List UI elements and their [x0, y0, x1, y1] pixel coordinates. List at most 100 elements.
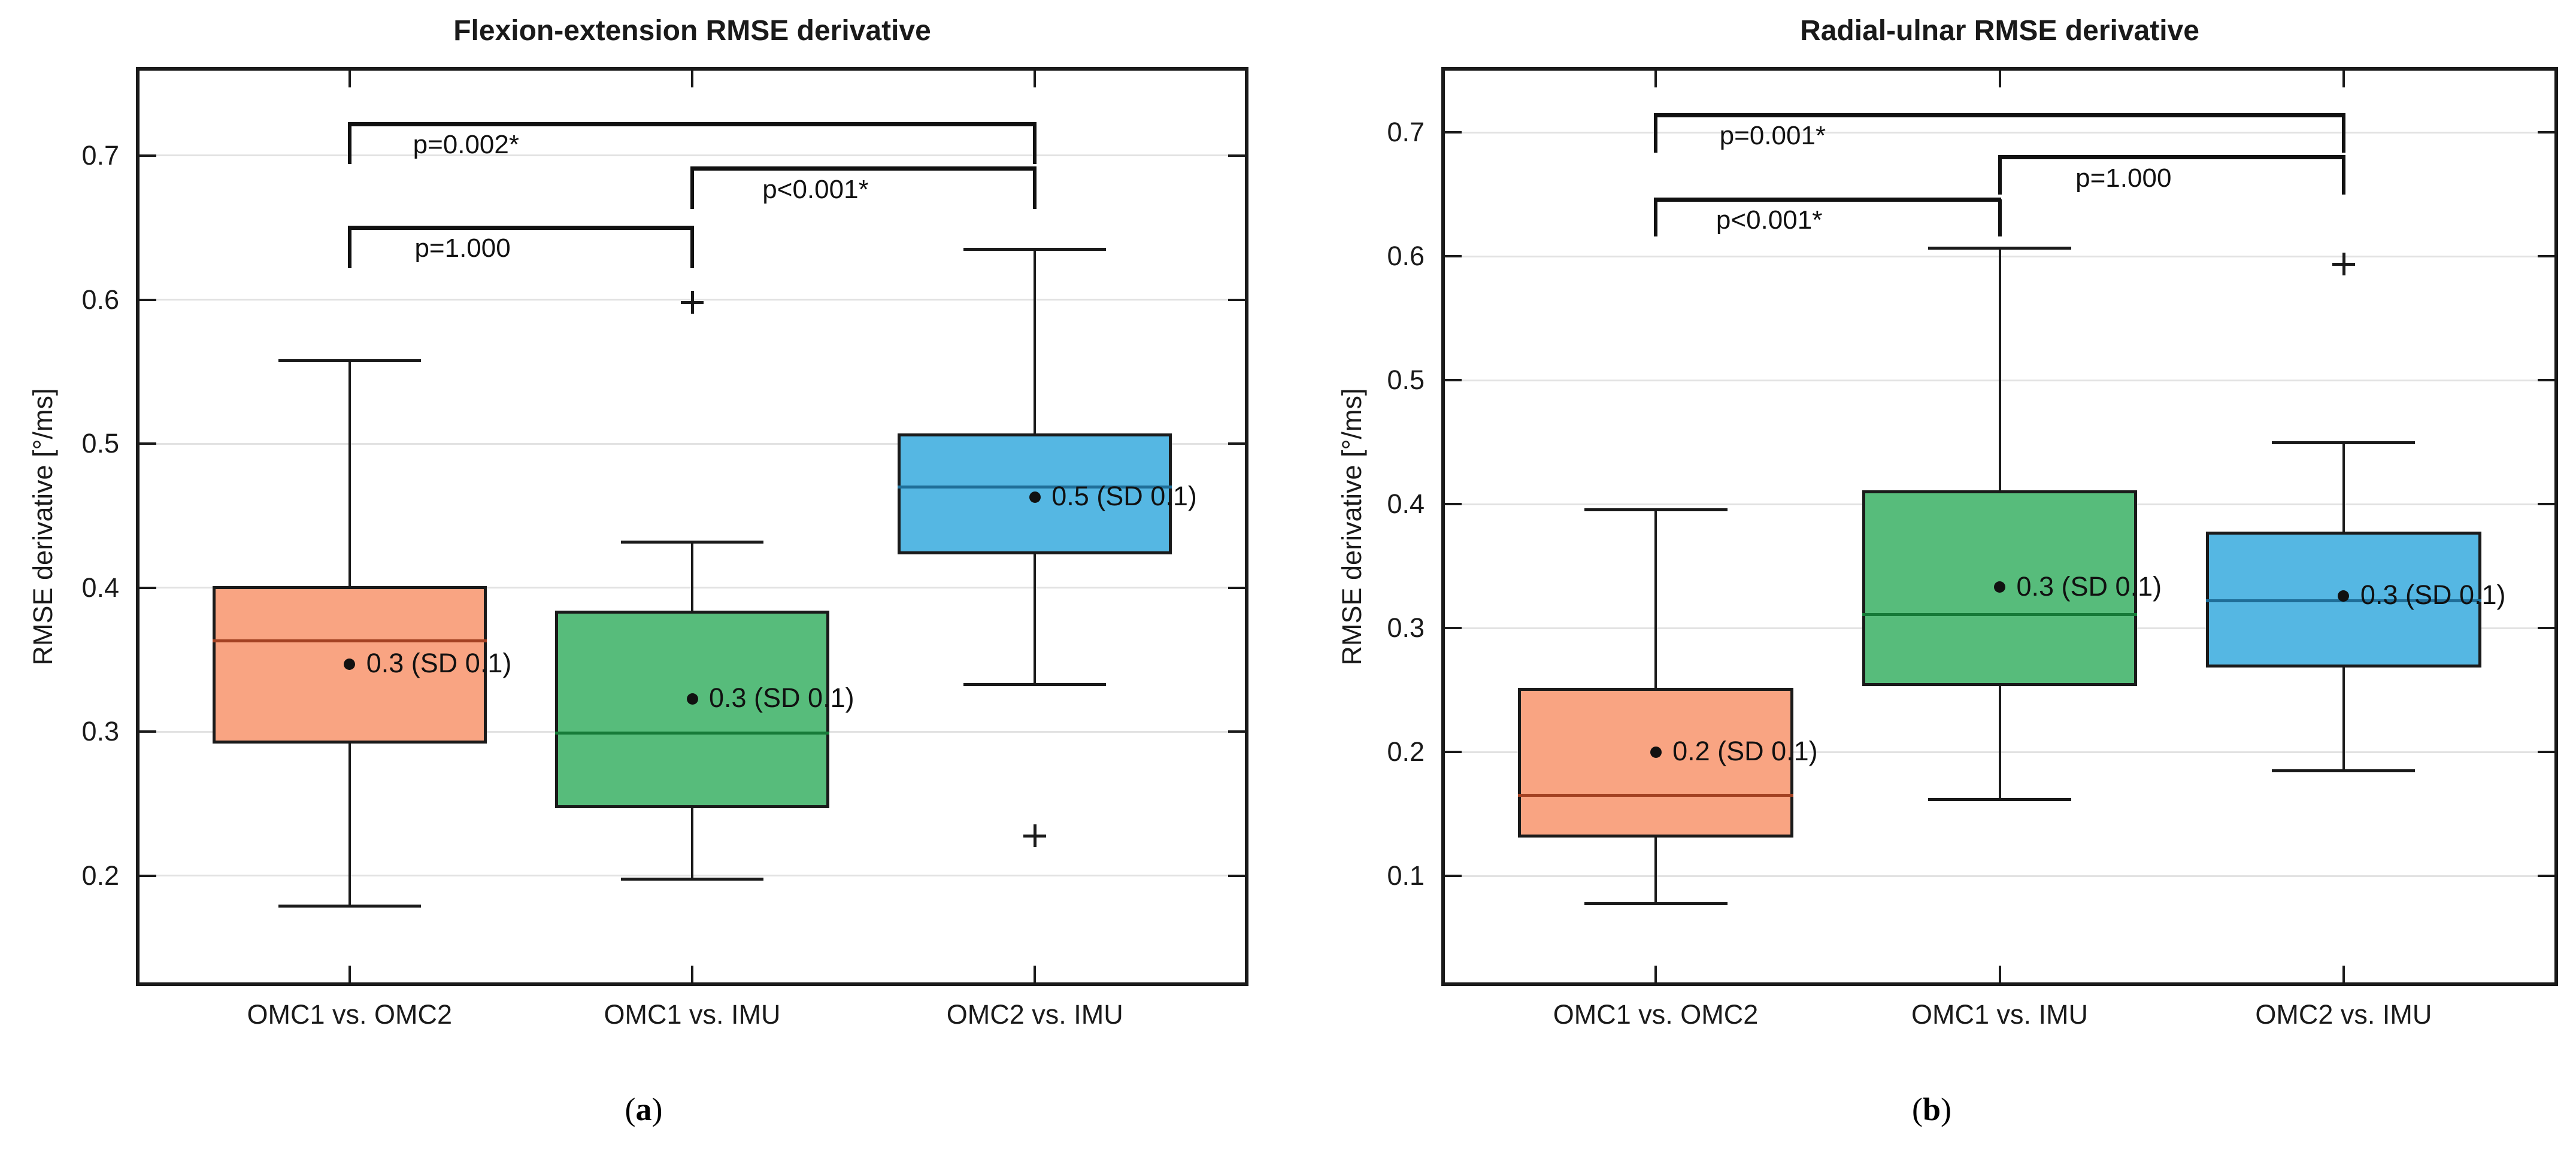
y-tick-left: [1445, 379, 1462, 382]
median-line: [555, 732, 829, 735]
y-tick-left: [140, 874, 156, 877]
bracket-label: p<0.001*: [762, 174, 869, 204]
whisker-cap-high: [963, 248, 1107, 251]
x-tick-top: [2342, 71, 2345, 87]
y-tick-left: [140, 586, 156, 589]
x-tick-label: OMC2 vs. IMU: [946, 999, 1123, 1030]
outlier-marker: [2332, 252, 2355, 275]
gridline: [1445, 875, 2554, 877]
plot-area: 0.3 (SD 0.1) 0.3 (SD 0.1) 0.5 (SD 0.1) p=0.…: [136, 67, 1248, 986]
x-tick-bottom: [2342, 966, 2345, 982]
x-tick-label: OMC1 vs. OMC2: [1553, 999, 1759, 1030]
x-tick-label: OMC1 vs. IMU: [1911, 999, 2088, 1030]
bracket-end-right: [690, 227, 694, 268]
gridline: [1445, 131, 2554, 134]
y-tick-right: [2538, 751, 2554, 754]
y-tick-left: [140, 154, 156, 157]
y-tick-left: [1445, 503, 1462, 506]
y-tick-label: 0.4: [1387, 489, 1425, 520]
y-tick-label: 0.6: [81, 284, 119, 315]
bracket-label: p=0.002*: [413, 130, 519, 160]
mean-annotation: 0.3 (SD 0.1): [2016, 571, 2162, 602]
x-tick-top: [1034, 71, 1037, 87]
x-tick-bottom: [1998, 966, 2001, 982]
y-tick-left: [140, 298, 156, 301]
y-tick-left: [140, 730, 156, 733]
mean-dot: [1994, 581, 2005, 593]
panel-label-letter: a: [635, 1091, 652, 1127]
x-tick-bottom: [348, 966, 351, 982]
bracket-end-left: [347, 227, 351, 268]
whisker-cap-low: [1928, 797, 2071, 801]
x-tick-bottom: [1654, 966, 1657, 982]
gridline: [140, 442, 1245, 445]
x-tick-bottom: [1034, 966, 1037, 982]
bracket-label: p=0.001*: [1719, 121, 1826, 151]
y-tick-label: 0.4: [81, 572, 119, 603]
y-tick-right: [2538, 379, 2554, 382]
panel-label: (a): [625, 1091, 663, 1128]
y-tick-right: [2538, 503, 2554, 506]
outlier-marker: [681, 291, 704, 314]
median-line: [898, 485, 1172, 489]
mean-annotation: 0.3 (SD 0.1): [366, 648, 512, 679]
bracket-end-right: [2341, 115, 2345, 153]
bracket-end-left: [690, 168, 694, 209]
mean-annotation: 0.2 (SD 0.1): [1672, 736, 1818, 767]
mean-dot: [1029, 491, 1041, 503]
y-tick-label: 0.5: [1387, 365, 1425, 396]
y-tick-label: 0.5: [81, 428, 119, 459]
bracket-end-right: [2341, 157, 2345, 195]
y-tick-left: [1445, 131, 1462, 134]
y-tick-label: 0.3: [81, 716, 119, 747]
significance-bracket: [347, 225, 694, 230]
bracket-end-left: [347, 124, 351, 165]
box: [1518, 687, 1793, 838]
y-tick-label: 0.7: [81, 139, 119, 171]
whisker-cap-low: [1584, 902, 1728, 905]
bracket-end-left: [1654, 199, 1658, 237]
bracket-label: p=1.000: [414, 233, 511, 263]
y-tick-right: [1228, 442, 1245, 445]
whisker-cap-high: [1584, 508, 1728, 511]
mean-annotation: 0.3 (SD 0.1): [709, 682, 854, 713]
panel-label-open: (: [625, 1091, 636, 1127]
panel-label-close: ): [1941, 1091, 1952, 1127]
x-tick-label: OMC2 vs. IMU: [2255, 999, 2432, 1030]
y-tick-right: [1228, 874, 1245, 877]
x-tick-top: [348, 71, 351, 87]
x-tick-label: OMC1 vs. IMU: [604, 999, 781, 1030]
panel-label: (b): [1912, 1091, 1951, 1128]
panel-label-open: (: [1911, 1091, 1923, 1127]
whisker-cap-low: [278, 905, 421, 908]
chart-title: Flexion-extension RMSE derivative: [453, 15, 931, 47]
plot-area: 0.2 (SD 0.1) 0.3 (SD 0.1) 0.3 (SD 0.1) p=0.…: [1441, 67, 2558, 986]
y-tick-left: [1445, 255, 1462, 258]
y-tick-left: [1445, 875, 1462, 878]
y-tick-left: [1445, 627, 1462, 630]
panel-label-letter: b: [1922, 1091, 1941, 1127]
significance-bracket: [1998, 155, 2345, 160]
whisker-cap-high: [2272, 441, 2416, 444]
y-tick-right: [1228, 730, 1245, 733]
bracket-end-right: [1033, 124, 1037, 165]
y-tick-right: [1228, 586, 1245, 589]
y-tick-right: [2538, 875, 2554, 878]
whisker-cap-high: [620, 540, 764, 544]
y-tick-label: 0.1: [1387, 860, 1425, 891]
mean-annotation: 0.5 (SD 0.1): [1051, 481, 1197, 512]
median-line: [1862, 612, 2138, 616]
mean-dot: [344, 658, 356, 670]
mean-dot: [2338, 590, 2350, 602]
median-line: [212, 639, 487, 643]
significance-bracket: [1654, 113, 2345, 117]
outlier-marker: [1023, 824, 1047, 847]
bracket-label: p<0.001*: [1716, 205, 1823, 235]
whisker-cap-low: [2272, 769, 2416, 773]
significance-bracket: [347, 122, 1037, 126]
bracket-label: p=1.000: [2075, 163, 2172, 193]
y-tick-right: [2538, 627, 2554, 630]
significance-bracket: [690, 166, 1037, 171]
y-tick-label: 0.7: [1387, 117, 1425, 148]
